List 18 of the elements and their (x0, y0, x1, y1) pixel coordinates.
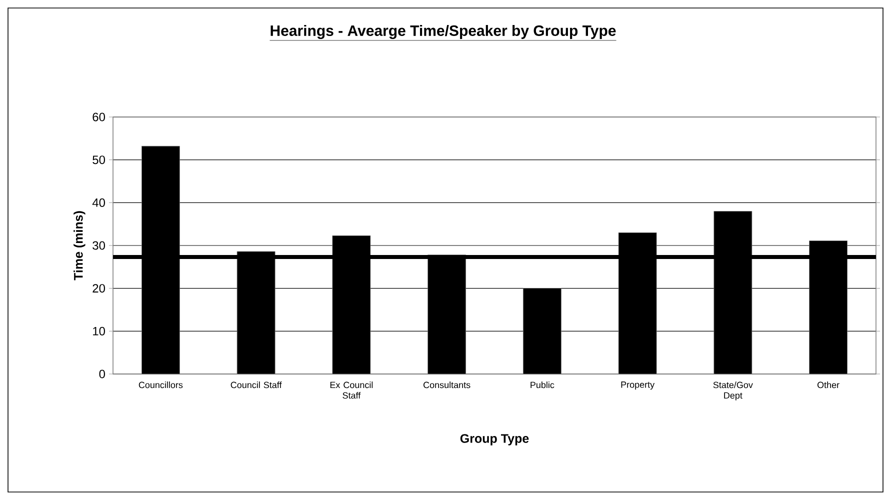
y-tick-label: 20 (92, 284, 106, 293)
y-tick-label: 10 (93, 326, 106, 336)
x-axis-title: Group Type (460, 434, 529, 446)
y-axis-title: Time (mins) (74, 211, 86, 280)
x-tick-label: Public (530, 382, 554, 388)
x-tick-label: Ex Council Staff (330, 382, 373, 399)
x-tick-label: State/Gov Dept (713, 382, 753, 400)
y-tick-label: 30 (92, 241, 106, 250)
y-tick-label: 0 (99, 370, 106, 378)
y-tick-label: 60 (92, 112, 106, 122)
x-tick-label: Council Staff (230, 382, 282, 388)
x-tick-label: Councillors (138, 382, 183, 388)
y-tick-label: 40 (92, 198, 106, 207)
x-tick-label: Property (621, 382, 655, 390)
x-tick-label: Other (817, 382, 840, 388)
chart-title: Hearings - Avearge Time/Speaker by Group Type (270, 24, 616, 40)
x-tick-label: Consultants (424, 382, 470, 388)
y-tick-label: 50 (92, 156, 106, 164)
